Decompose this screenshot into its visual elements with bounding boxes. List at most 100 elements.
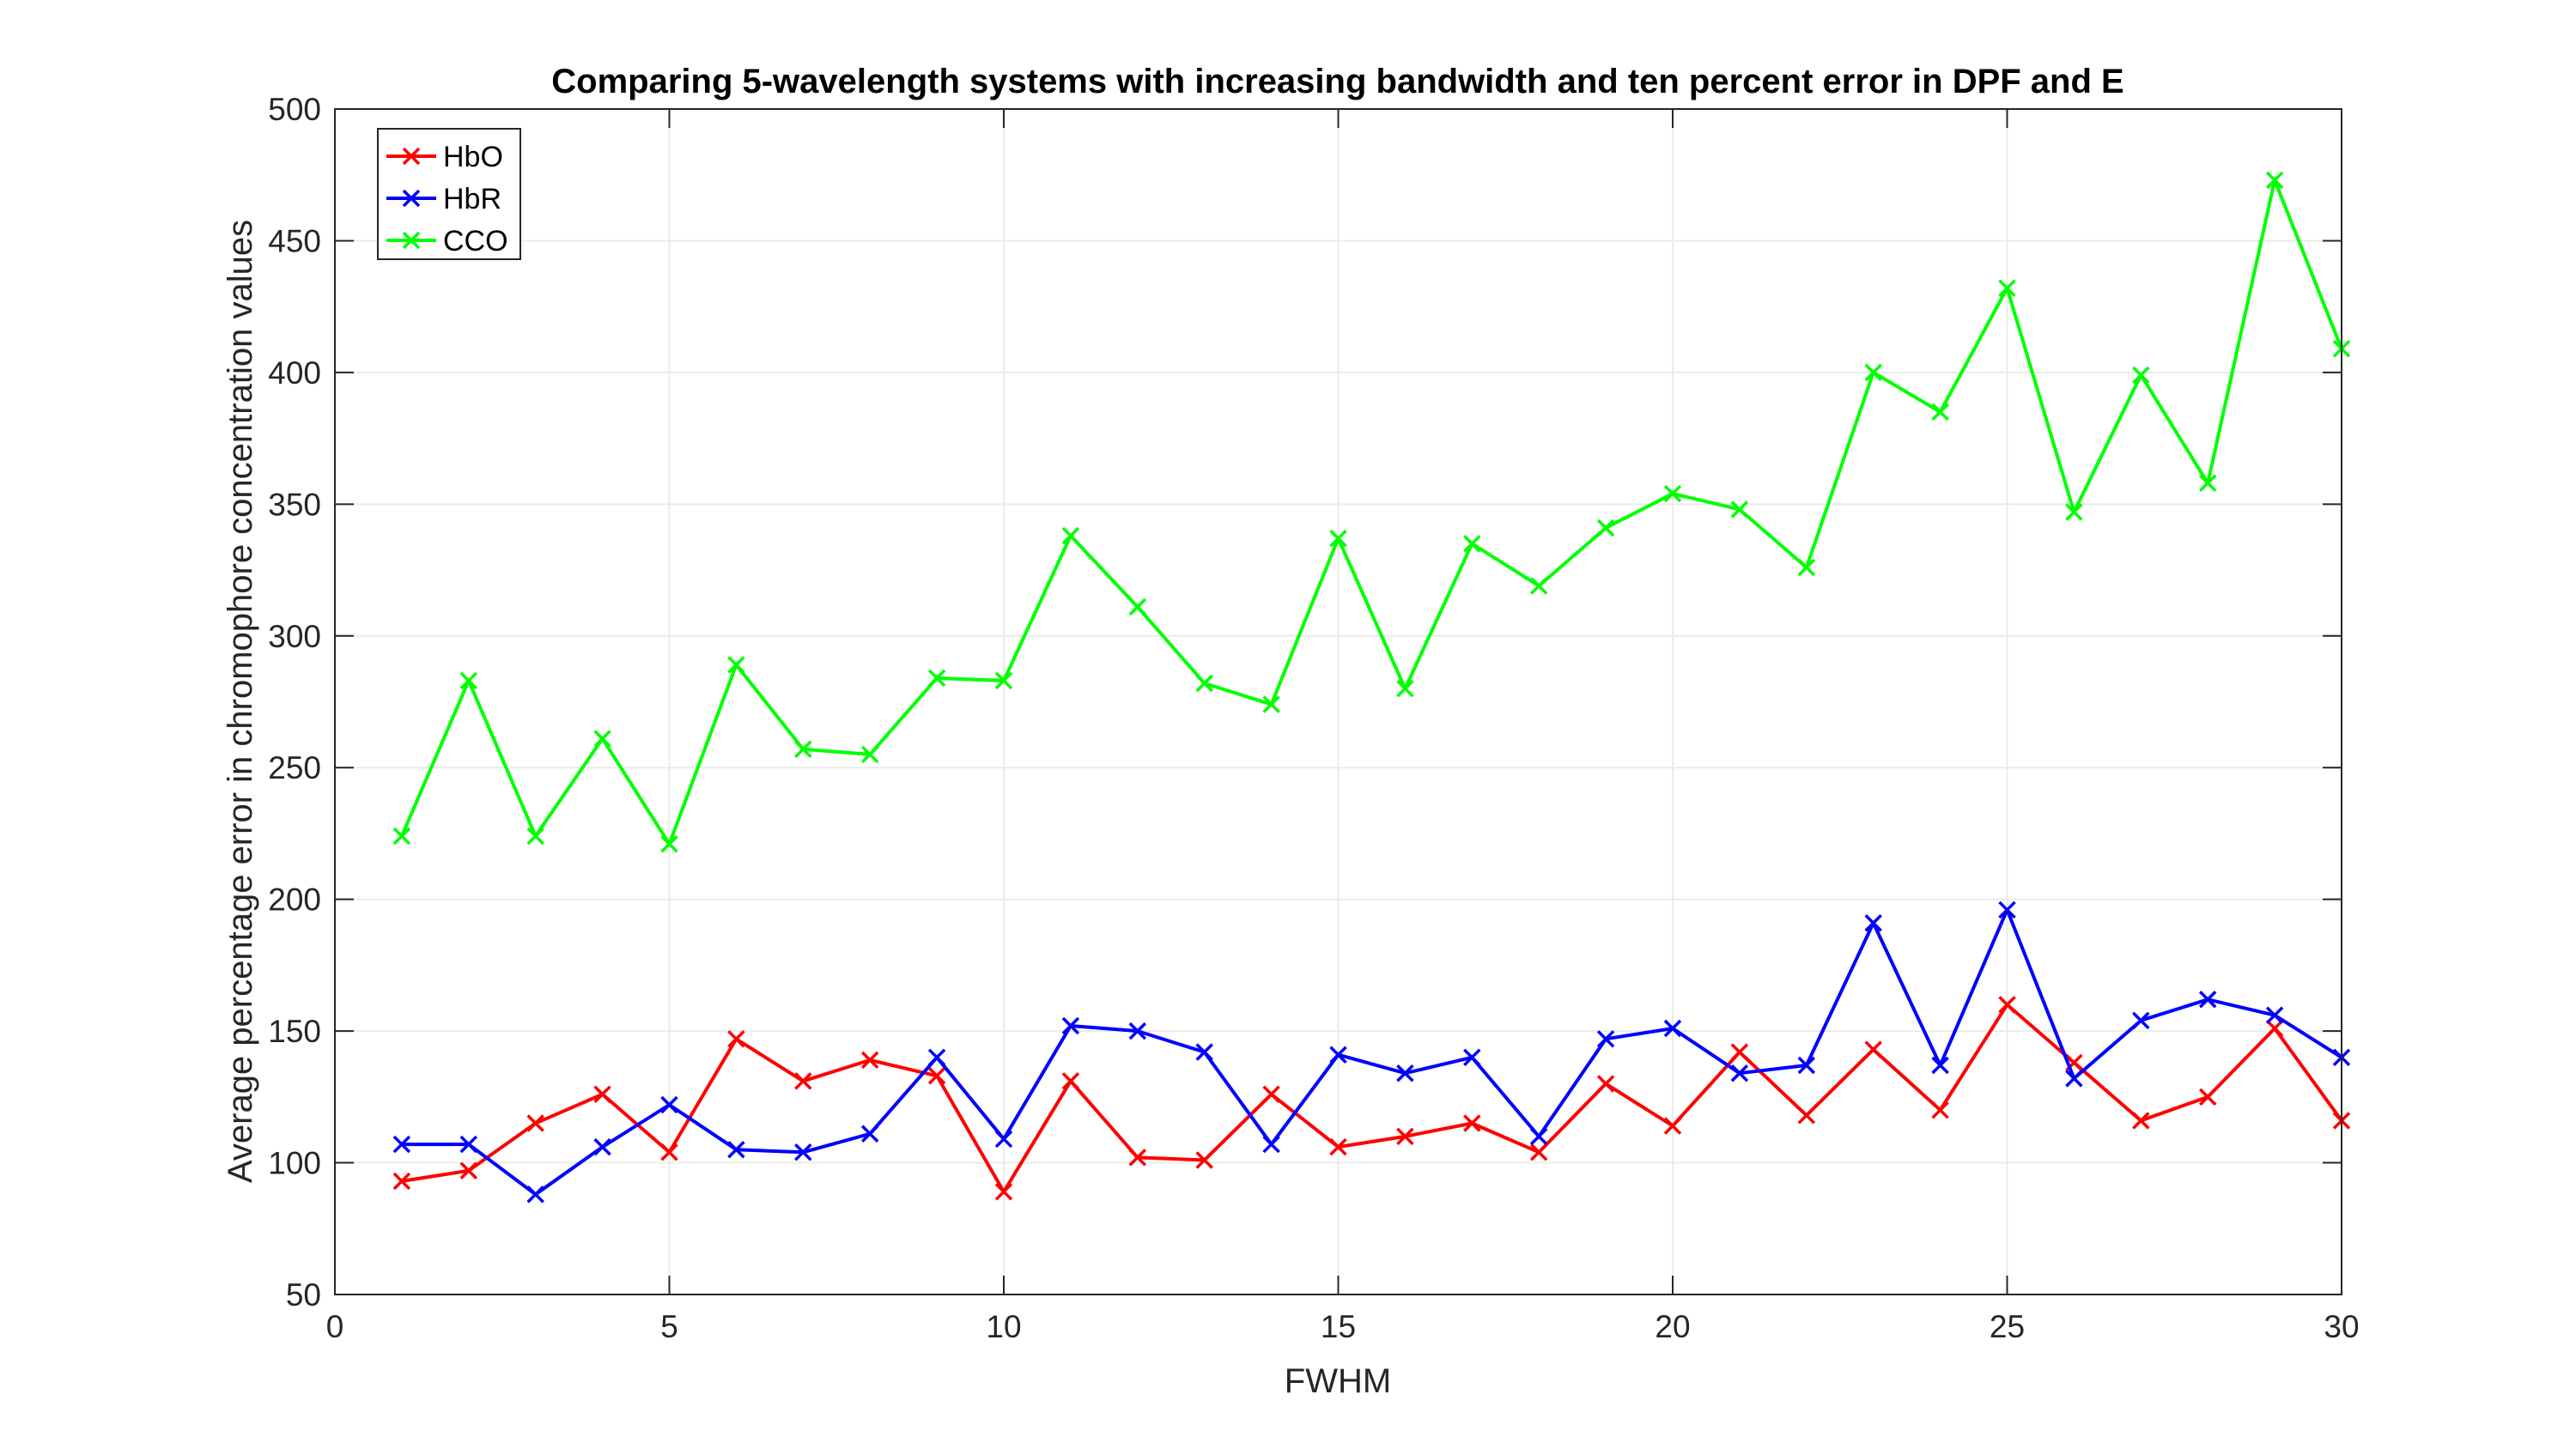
- data-point-marker: [1128, 1022, 1147, 1040]
- legend-entry-hbo: HbO: [386, 141, 503, 173]
- legend-box: [377, 128, 521, 260]
- data-point-marker: [392, 1172, 411, 1191]
- data-point-marker: [727, 1030, 745, 1048]
- x-tick-label: 15: [1321, 1309, 1356, 1344]
- legend-marker: [402, 189, 421, 208]
- data-point-marker: [1797, 1056, 1816, 1075]
- data-point-marker: [526, 827, 544, 846]
- data-point-marker: [1195, 1151, 1213, 1169]
- y-tick-label: 150: [268, 1014, 321, 1049]
- data-point-marker: [660, 1143, 678, 1161]
- data-point-marker: [1730, 1043, 1749, 1061]
- ticks: 0 5 10 15 20 25 30 50 100 150 200 250 300 350 400 450 50…: [268, 92, 2359, 1344]
- series-line: [401, 907, 2343, 1197]
- data-point-marker: [1529, 1127, 1548, 1146]
- data-point-marker: [2065, 1070, 2083, 1088]
- data-point-marker: [660, 1095, 678, 1114]
- data-point-marker: [1329, 1137, 1347, 1156]
- data-point-marker: [1262, 695, 1280, 713]
- data-point-marker: [1396, 679, 1414, 698]
- data-point-marker: [1596, 1075, 1615, 1093]
- series-hbr: [392, 900, 2351, 1203]
- data-point-marker: [794, 1143, 812, 1161]
- data-point-marker: [1931, 1056, 1949, 1075]
- data-point-marker: [727, 1140, 745, 1159]
- y-tick-label: 500: [268, 92, 321, 127]
- data-point-marker: [1663, 1019, 1682, 1038]
- data-point-marker: [1061, 1072, 1080, 1090]
- data-point-marker: [459, 671, 478, 690]
- data-point-marker: [1329, 1046, 1347, 1064]
- data-point-marker: [1864, 1040, 1882, 1058]
- data-point-marker: [1061, 1016, 1080, 1035]
- data-point-marker: [2198, 1088, 2217, 1106]
- data-point-marker: [1864, 363, 1882, 382]
- data-point-marker: [392, 827, 411, 846]
- data-point-marker: [1730, 500, 1749, 518]
- data-point-marker: [727, 656, 745, 674]
- data-point-marker: [2065, 503, 2083, 521]
- y-tick-label: 300: [268, 619, 321, 654]
- data-point-marker: [2265, 1006, 2284, 1024]
- data-point-marker: [1195, 674, 1213, 693]
- data-point-marker: [994, 671, 1013, 690]
- legend-marker: [402, 147, 421, 166]
- x-tick-label: 30: [2324, 1309, 2359, 1344]
- data-point-marker: [1195, 1043, 1213, 1061]
- y-tick-label: 350: [268, 487, 321, 522]
- data-point-marker: [1396, 1064, 1414, 1082]
- data-point-marker: [1329, 529, 1347, 548]
- data-point-marker: [1864, 914, 1882, 932]
- data-point-marker: [2198, 991, 2217, 1009]
- data-point-marker: [994, 1183, 1013, 1201]
- data-point-marker: [1596, 518, 1615, 537]
- data-point-marker: [2265, 1019, 2284, 1038]
- x-tick-label: 5: [660, 1309, 678, 1344]
- data-point-marker: [794, 740, 812, 758]
- data-point-marker: [593, 1085, 611, 1103]
- data-point-marker: [1463, 1048, 1481, 1067]
- data-point-marker: [2132, 366, 2150, 385]
- data-point-marker: [860, 745, 879, 764]
- data-point-marker: [660, 834, 678, 853]
- data-point-marker: [927, 669, 946, 688]
- series-cco: [392, 171, 2351, 853]
- data-point-marker: [1931, 403, 1949, 421]
- data-point-marker: [1128, 1149, 1147, 1167]
- data-point-marker: [2132, 1112, 2150, 1130]
- x-axis-label: FWHM: [1285, 1362, 1391, 1400]
- data-point-marker: [1463, 1114, 1481, 1132]
- data-point-marker: [860, 1125, 879, 1143]
- data-point-marker: [1998, 279, 2016, 297]
- data-point-marker: [593, 1137, 611, 1156]
- data-point-marker: [1396, 1127, 1414, 1146]
- data-point-marker: [994, 1130, 1013, 1149]
- y-tick-label: 200: [268, 882, 321, 918]
- data-point-marker: [1529, 1143, 1548, 1161]
- data-point-marker: [1797, 1106, 1816, 1125]
- legend-label: HbR: [443, 183, 501, 215]
- data-point-marker: [1998, 900, 2016, 919]
- data-point-marker: [1931, 1100, 1949, 1119]
- data-point-marker: [1262, 1085, 1280, 1103]
- y-tick-label: 400: [268, 355, 321, 391]
- data-point-marker: [794, 1072, 812, 1090]
- x-tick-label: 20: [1655, 1309, 1690, 1344]
- y-tick-label: 250: [268, 750, 321, 785]
- y-tick-label: 100: [268, 1146, 321, 1181]
- data-point-marker: [1061, 526, 1080, 545]
- x-tick-label: 10: [986, 1309, 1021, 1344]
- data-point-marker: [927, 1067, 946, 1085]
- data-point-marker: [459, 1135, 478, 1154]
- data-point-marker: [526, 1114, 544, 1132]
- series-line: [401, 1003, 2343, 1194]
- data-point-marker: [1663, 1117, 1682, 1135]
- data-point-marker: [1463, 535, 1481, 553]
- data-point-marker: [2265, 171, 2284, 190]
- data-point-marker: [1730, 1064, 1749, 1082]
- data-point-marker: [2198, 474, 2217, 493]
- data-point-marker: [1596, 1030, 1615, 1048]
- legend-marker: [402, 231, 421, 250]
- chart-title: Comparing 5-wavelength systems with incr…: [551, 63, 2123, 100]
